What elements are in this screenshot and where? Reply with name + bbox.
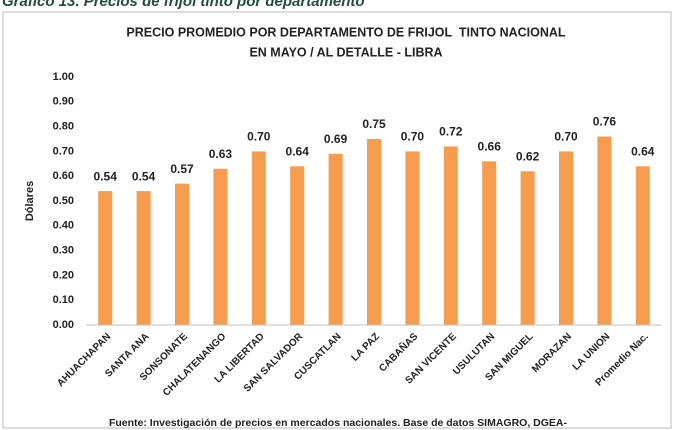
y-tick-label: 0.80 xyxy=(53,121,74,133)
bar xyxy=(367,139,381,325)
data-label: 0.70 xyxy=(401,130,425,144)
chart-subtitle: EN MAYO / AL DETALLE - LIBRA xyxy=(249,45,442,59)
bar xyxy=(328,153,343,325)
bar xyxy=(98,191,113,325)
y-tick-label: 0.70 xyxy=(53,145,74,157)
data-label: 0.70 xyxy=(554,130,578,144)
bar xyxy=(290,166,305,325)
bar xyxy=(175,183,189,325)
y-tick-label: 0.60 xyxy=(53,170,74,182)
data-label: 0.54 xyxy=(94,169,118,183)
data-label: 0.66 xyxy=(478,139,502,153)
data-label: 0.64 xyxy=(631,144,655,158)
y-tick-label: 0.00 xyxy=(53,319,74,331)
bar xyxy=(251,151,266,325)
data-label: 0.57 xyxy=(170,162,194,176)
data-label: 0.63 xyxy=(209,147,233,161)
bar xyxy=(405,151,420,325)
data-label: 0.75 xyxy=(362,117,386,131)
data-label: 0.62 xyxy=(516,149,540,163)
bar xyxy=(597,136,612,325)
bar xyxy=(559,151,573,325)
data-label: 0.54 xyxy=(132,169,156,183)
y-tick-label: 0.40 xyxy=(53,220,74,232)
y-tick-label: 0.30 xyxy=(53,245,74,257)
data-label: 0.70 xyxy=(247,130,271,144)
data-label: 0.64 xyxy=(286,144,310,158)
bar xyxy=(443,146,458,325)
chart-title: PRECIO PROMEDIO POR DEPARTAMENTO DE FRIJ… xyxy=(126,25,566,39)
data-label: 0.72 xyxy=(439,125,463,139)
bar xyxy=(136,191,151,325)
data-label: 0.69 xyxy=(324,132,348,146)
y-tick-label: 0.10 xyxy=(53,294,74,306)
bar xyxy=(635,166,650,325)
y-tick-label: 0.50 xyxy=(53,195,74,207)
figure-header: Gráfico 13. Precios de frijol tinto por … xyxy=(2,0,365,10)
bar xyxy=(520,171,535,325)
source-note: Fuente: Investigación de precios en merc… xyxy=(109,417,568,429)
y-tick-label: 0.20 xyxy=(53,269,74,281)
bar xyxy=(482,161,497,325)
y-tick-label: 1.00 xyxy=(53,71,74,83)
bar xyxy=(213,168,228,325)
data-label: 0.76 xyxy=(593,115,617,129)
y-axis-label: Dólares xyxy=(24,181,36,221)
y-tick-label: 0.90 xyxy=(53,96,74,108)
